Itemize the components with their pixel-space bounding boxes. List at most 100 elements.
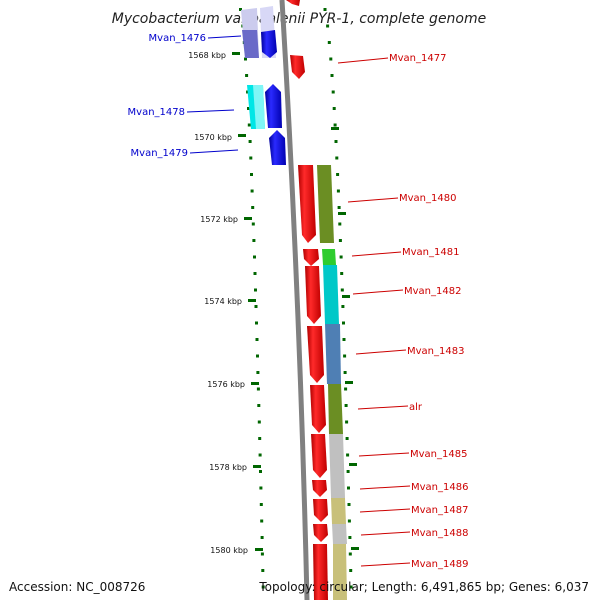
gene-mvan-1485-block[interactable] [329,434,345,498]
gene-mvan-1487[interactable] [313,499,328,522]
leader-mvan-1487 [359,508,411,513]
right-ruler-dot [326,24,330,28]
left-ruler-dot [261,569,265,572]
gene-mvan-1486[interactable] [312,480,327,497]
kbp-tick-1574 [248,299,256,302]
left-ruler-dot [255,321,258,325]
right-ruler-dot [340,272,344,275]
left-ruler-dot [250,173,253,176]
right-ruler-dot [332,107,336,110]
kbp-label-1576: 1576 kbp [207,380,245,389]
gene-mvan-1482[interactable] [305,266,321,324]
label-mvan-1479[interactable]: Mvan_1479 [131,148,188,159]
gene-mvan-1487-block[interactable] [331,498,346,524]
gene-mvan-1482-block[interactable] [323,265,339,324]
right-ruler-dot [327,41,331,44]
gene-mvan-1479[interactable] [269,130,286,165]
label-mvan-1476[interactable]: Mvan_1476 [149,33,206,44]
gene-mvan-1478-b[interactable] [253,85,265,129]
leader-mvan-1481 [351,251,402,257]
label-mvan-1480[interactable]: Mvan_1480 [399,193,456,204]
right-tick-2 [338,212,346,215]
gene-mvan-1489[interactable] [313,544,328,600]
kbp-tick-1570 [238,134,246,137]
label-mvan-1485[interactable]: Mvan_1485 [410,449,467,460]
gene-mvan-1489-block[interactable] [333,544,347,600]
right-ruler-dot [344,387,348,391]
right-ruler-dot [338,222,342,226]
left-ruler-dot [247,107,250,110]
genome-summary-text: Topology: circular; Length: 6,491,865 bp… [259,580,589,594]
gene-mvan-1480-block[interactable] [317,165,334,243]
gene-mvan-1477[interactable] [290,55,305,79]
left-ruler-dot [256,371,260,374]
left-ruler-dot [254,305,258,308]
label-alr[interactable]: alr [409,402,423,413]
kbp-tick-1572 [244,217,252,220]
leader-mvan-1489 [360,562,411,567]
right-tick-6 [351,547,359,550]
gene-mvan-1485[interactable] [311,434,327,478]
label-mvan-1487[interactable]: Mvan_1487 [411,505,468,516]
gene-mvan-1476-b[interactable] [242,30,259,58]
label-mvan-1483[interactable]: Mvan_1483 [407,346,464,357]
left-ruler-dot [259,503,263,506]
gene-mvan-1480[interactable] [298,165,316,243]
label-mvan-1477[interactable]: Mvan_1477 [389,53,446,64]
right-ruler-dot [329,57,333,61]
gene-top-red[interactable] [286,0,300,6]
left-ruler-dot [260,552,264,556]
label-mvan-1486[interactable]: Mvan_1486 [411,482,468,493]
left-ruler-dot [253,272,257,275]
right-ruler-dot [345,420,349,424]
gene-mvan-1488[interactable] [313,524,328,542]
kbp-label-1578: 1578 kbp [209,463,247,472]
left-ruler-dot [246,90,250,94]
left-ruler-dot [255,338,259,341]
right-ruler-dot [337,206,341,209]
gene-mvan-1481-block[interactable] [322,249,336,265]
gene-alr[interactable] [310,385,326,433]
label-mvan-1482[interactable]: Mvan_1482 [404,286,461,297]
right-ruler-dot [348,552,352,556]
kbp-tick-1576 [251,382,259,385]
right-ruler-dot [342,321,345,325]
gene-mvan-1483[interactable] [307,326,324,383]
gene-mvan-1483-block[interactable] [325,324,341,384]
leader-mvan-1483 [355,349,407,355]
left-ruler-dot [245,74,249,77]
right-ruler-dot [344,404,348,407]
label-mvan-1478[interactable]: Mvan_1478 [128,107,185,118]
gene-mvan-1488-block[interactable] [332,524,347,544]
right-ruler-dot [342,338,346,341]
left-ruler-dot [258,437,262,440]
right-ruler-dot [349,569,353,572]
label-mvan-1489[interactable]: Mvan_1489 [411,559,468,570]
gene-mvan-1481[interactable] [303,249,319,266]
right-ruler-dot [349,585,353,589]
left-ruler-dot [251,222,255,226]
right-ruler-dot [339,255,343,259]
right-ruler-dot [340,288,344,292]
gene-mvan-1476-d[interactable] [261,30,277,58]
right-ruler [323,8,353,589]
leader-mvan-1480 [347,197,399,203]
label-mvan-1481[interactable]: Mvan_1481 [402,247,459,258]
kbp-label-1580: 1580 kbp [210,546,248,555]
left-ruler-dot [244,57,247,61]
kbp-tick-1580 [255,548,263,551]
gene-mvan-1478[interactable] [265,84,282,128]
right-ruler-dot [333,123,337,127]
kbp-tick-1568 [232,52,240,55]
left-ruler-dot [261,585,265,589]
genome-backbone [279,0,310,600]
left-ruler-dot [256,387,260,391]
gene-alr-block[interactable] [328,384,343,434]
left-ruler-dot [249,156,253,160]
left-ruler-dot [258,453,262,457]
label-mvan-1488[interactable]: Mvan_1488 [411,528,468,539]
right-tick-4 [345,381,353,384]
right-ruler-dot [330,74,334,77]
leader-mvan-1479 [189,149,239,154]
left-ruler-dot [253,255,256,259]
